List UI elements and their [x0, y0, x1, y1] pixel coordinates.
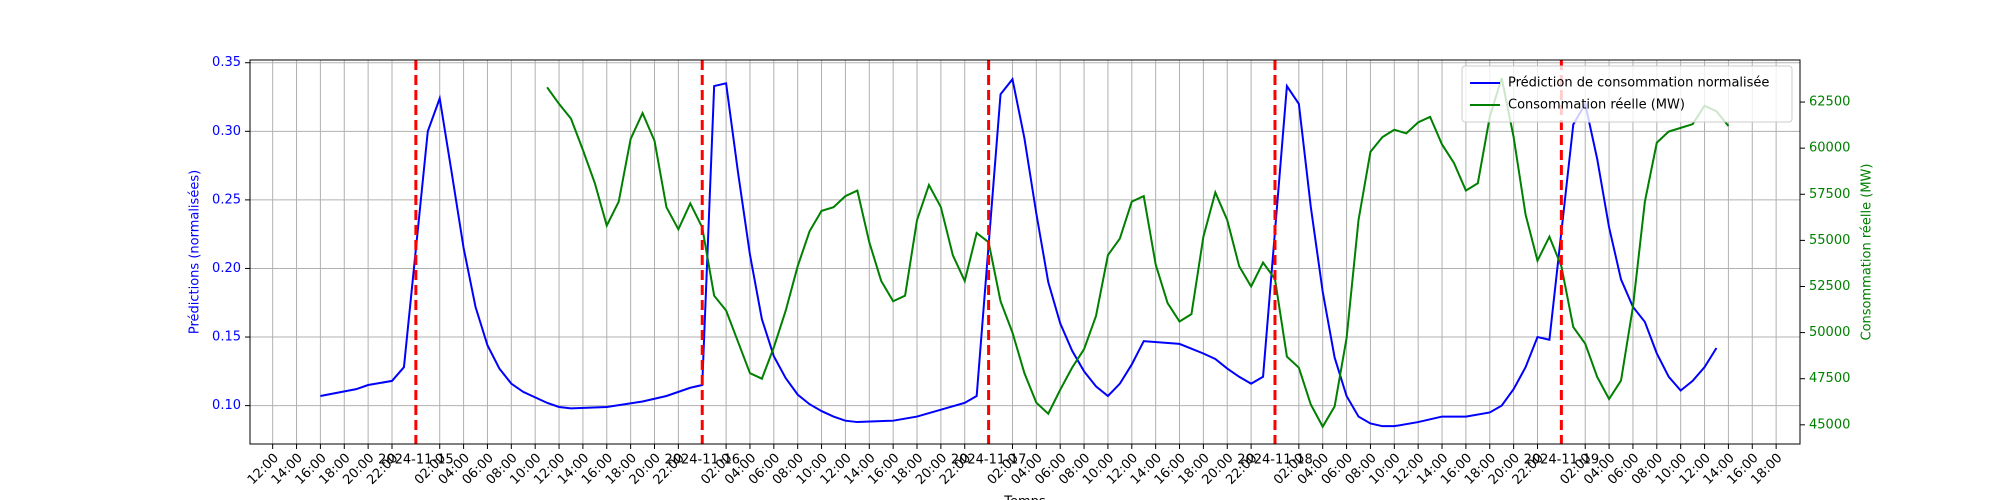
- y2-tick-label: 47500: [1809, 371, 1850, 386]
- y-tick-label: 0.30: [212, 124, 241, 139]
- y-tick-label: 0.10: [212, 398, 241, 413]
- legend-label: Consommation réelle (MW): [1508, 98, 1685, 113]
- y2-tick-label: 55000: [1809, 233, 1850, 248]
- legend-label: Prédiction de consommation normalisée: [1508, 76, 1769, 91]
- y2-tick-label: 50000: [1809, 325, 1850, 340]
- series-line: [320, 76, 1718, 428]
- date-marker-label: 2024-11-16: [664, 453, 740, 468]
- y2-tick-label: 52500: [1809, 279, 1850, 294]
- date-marker-label: 2024-11-18: [1237, 453, 1313, 468]
- y-axis-label: Prédictions (normalisées): [188, 170, 203, 334]
- plot-frame: [249, 59, 1801, 445]
- y-tick-label: 0.25: [212, 192, 241, 207]
- legend-box: [1461, 65, 1793, 123]
- date-marker-label: 2024-11-19: [1524, 453, 1600, 468]
- y-tick-label: 0.15: [212, 330, 241, 345]
- y-tick-label: 0.20: [212, 261, 241, 276]
- x-axis-label: Temps: [1003, 495, 1046, 500]
- y2-tick-label: 62500: [1809, 95, 1850, 110]
- series-line: [546, 77, 1730, 429]
- y2-tick-label: 60000: [1809, 141, 1850, 156]
- y-tick-label: 0.35: [212, 55, 241, 70]
- y2-tick-label: 45000: [1809, 417, 1850, 432]
- y2-tick-label: 57500: [1809, 187, 1850, 202]
- date-marker-label: 2024-11-17: [951, 453, 1027, 468]
- y2-axis-label: Consommation réelle (MW): [1860, 164, 1875, 341]
- date-marker-label: 2024-11-15: [378, 453, 454, 468]
